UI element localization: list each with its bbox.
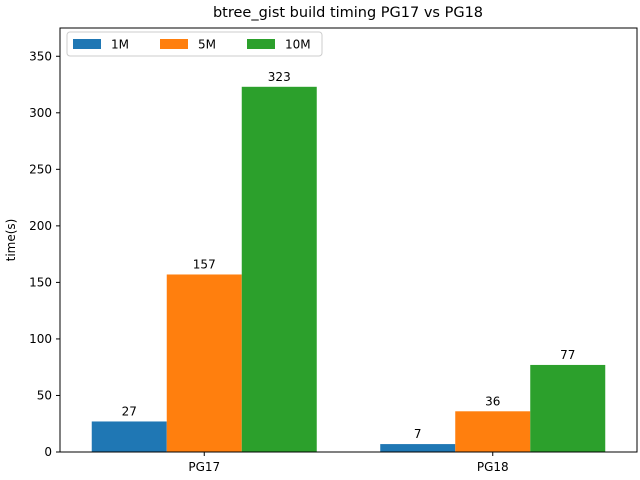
legend-label: 10M (285, 38, 311, 52)
bar-value-label: 77 (560, 348, 575, 362)
bar-value-label: 7 (414, 427, 422, 441)
x-tick-label: PG17 (188, 460, 220, 474)
value-labels-group: 27 157 323 7 36 77 (122, 70, 576, 441)
x-axis: PG17 PG18 (188, 452, 509, 474)
bar-value-label: 27 (122, 404, 137, 418)
bar-value-label: 157 (193, 257, 216, 271)
y-tick-label: 0 (44, 445, 52, 459)
legend-swatch-1M (73, 39, 101, 49)
y-tick-label: 350 (29, 49, 52, 63)
legend: 1M 5M 10M (66, 31, 323, 57)
y-tick-label: 150 (29, 275, 52, 289)
legend-swatch-5M (160, 39, 188, 49)
y-tick-label: 300 (29, 106, 52, 120)
bar-10M-PG18 (530, 364, 606, 452)
legend-label: 5M (198, 38, 216, 52)
y-tick-label: 100 (29, 332, 52, 346)
y-tick-label: 200 (29, 219, 52, 233)
legend-box (66, 31, 323, 57)
plot-frame (59, 27, 638, 453)
bars-group (91, 86, 606, 452)
y-tick-label: 250 (29, 162, 52, 176)
bar-1M-PG18 (380, 444, 456, 452)
legend-swatch-10M (247, 39, 275, 49)
bar-1M-PG17 (91, 421, 167, 452)
chart-title: btree_gist build timing PG17 vs PG18 (213, 5, 483, 21)
y-axis-label: time(s) (4, 219, 18, 262)
y-axis: 0 50 100 150 200 250 300 350 (29, 49, 60, 459)
bar-5M-PG17 (166, 274, 242, 452)
bar-10M-PG17 (241, 86, 317, 452)
x-tick-label: PG18 (477, 460, 509, 474)
y-tick-label: 50 (37, 388, 52, 402)
bar-5M-PG18 (455, 411, 531, 452)
bar-value-label: 36 (485, 394, 500, 408)
bar-value-label: 323 (268, 70, 291, 84)
legend-label: 1M (111, 38, 129, 52)
